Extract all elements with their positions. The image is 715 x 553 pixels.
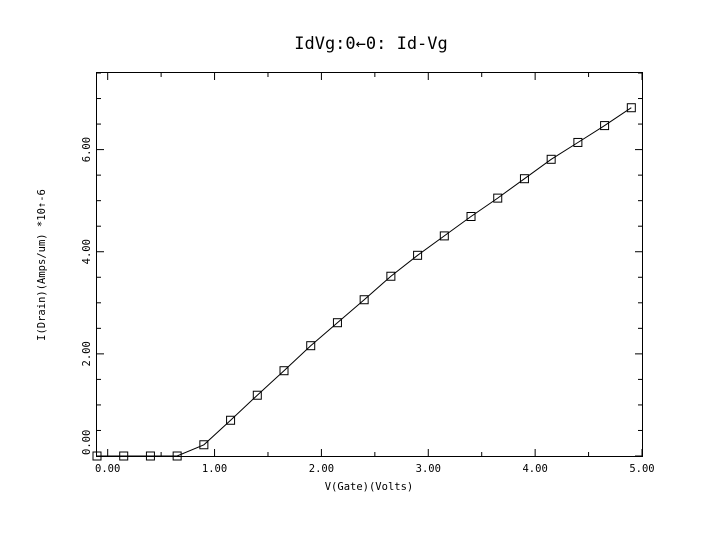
data-point-marker bbox=[546, 154, 556, 164]
data-point-marker bbox=[119, 451, 129, 461]
data-point-marker bbox=[439, 231, 449, 241]
y-tick-label: 4.00 bbox=[81, 239, 93, 264]
data-point-marker bbox=[172, 451, 182, 461]
y-tick-label: 2.00 bbox=[81, 341, 93, 366]
series-markers bbox=[92, 103, 636, 461]
data-point-marker bbox=[413, 250, 423, 260]
x-tick-label: 1.00 bbox=[202, 463, 227, 475]
data-point-marker bbox=[332, 318, 342, 328]
data-point-marker bbox=[493, 193, 503, 203]
y-tick-label: 6.00 bbox=[81, 137, 93, 162]
y-tick-label: 0.00 bbox=[81, 430, 93, 455]
axis-ticks bbox=[97, 72, 643, 457]
x-tick-label: 4.00 bbox=[522, 463, 547, 475]
y-tick-labels: 0.00 2.00 4.00 6.00 bbox=[81, 137, 93, 455]
data-point-marker bbox=[199, 440, 209, 450]
data-point-marker bbox=[252, 390, 262, 400]
data-point-marker bbox=[573, 137, 583, 147]
data-point-marker bbox=[92, 451, 102, 461]
data-point-marker bbox=[279, 366, 289, 376]
data-point-marker bbox=[145, 451, 155, 461]
x-tick-label: 5.00 bbox=[629, 463, 654, 475]
data-point-marker bbox=[600, 121, 610, 131]
x-axis-label: V(Gate)(Volts) bbox=[325, 481, 414, 493]
data-point-marker bbox=[306, 341, 316, 351]
data-point-marker bbox=[466, 211, 476, 221]
x-tick-label: 0.00 bbox=[95, 463, 120, 475]
data-point-marker bbox=[359, 295, 369, 305]
x-tick-labels: 0.00 1.00 2.00 3.00 4.00 5.00 bbox=[95, 463, 655, 475]
data-point-marker bbox=[626, 103, 636, 113]
data-point-marker bbox=[226, 415, 236, 425]
x-tick-label: 3.00 bbox=[416, 463, 441, 475]
data-point-marker bbox=[386, 271, 396, 281]
y-axis-label: I(Drain)(Amps/um) *10↑-6 bbox=[36, 189, 48, 341]
x-tick-label: 2.00 bbox=[309, 463, 334, 475]
data-point-marker bbox=[519, 174, 529, 184]
plot-frame bbox=[96, 72, 643, 457]
series-line bbox=[97, 107, 632, 457]
chart-title: IdVg:0←0: Id-Vg bbox=[294, 34, 448, 54]
